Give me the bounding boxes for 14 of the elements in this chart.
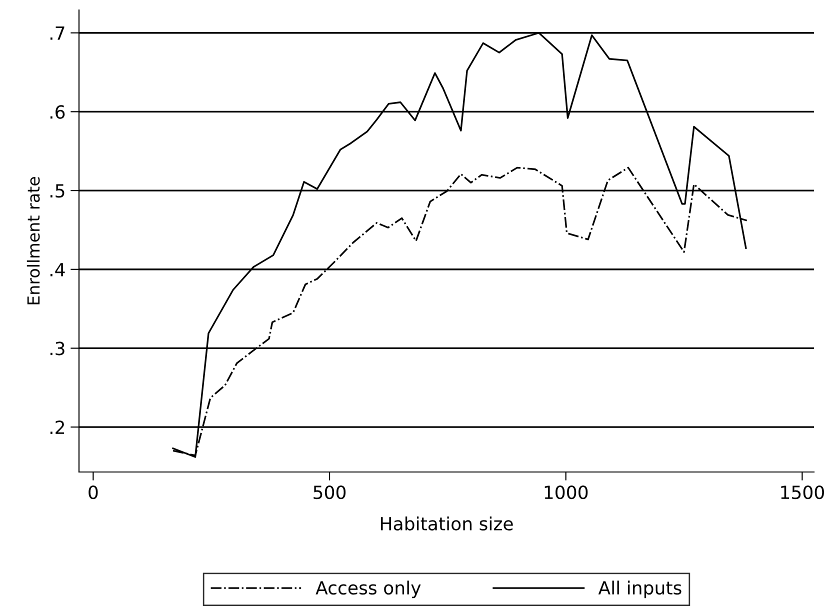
y-tick-label: .5 <box>50 184 64 198</box>
x-tick-label: 0 <box>88 486 98 500</box>
y-tick-label: .6 <box>50 105 65 119</box>
y-tick-label: .4 <box>50 263 65 276</box>
text: Access only <box>316 580 421 598</box>
y-axis-title: Enrollment rate <box>26 177 40 304</box>
x-tick-label: 500 <box>314 486 346 500</box>
x-tick-label: 1500 <box>781 486 824 500</box>
y-tick-label: .3 <box>50 342 64 356</box>
y-tick-label: .2 <box>50 420 64 434</box>
x-tick-label: 1000 <box>544 486 588 500</box>
legend-label: All inputs <box>598 580 682 598</box>
x-axis-title: Habitation size <box>380 516 513 531</box>
y-tick-label: .7 <box>50 26 64 40</box>
